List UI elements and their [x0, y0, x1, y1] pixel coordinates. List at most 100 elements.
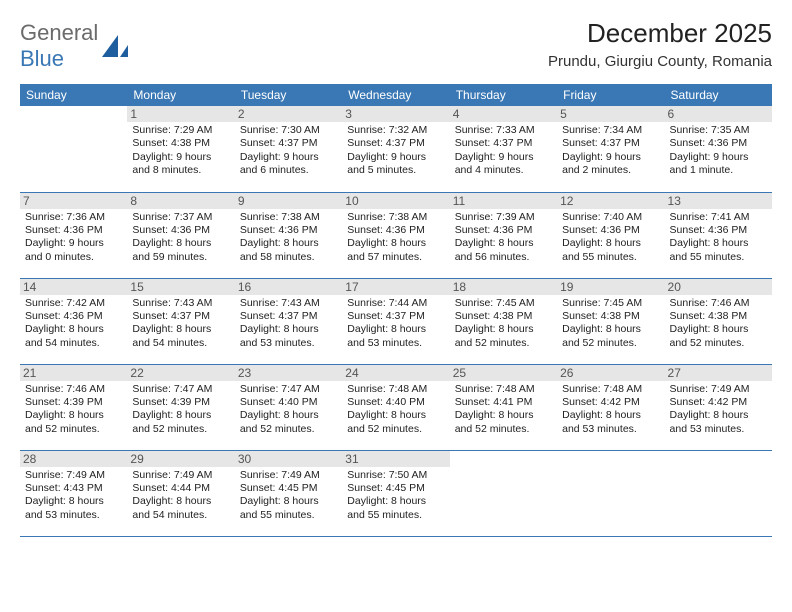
calendar-week-row: 1 Sunrise: 7:29 AM Sunset: 4:38 PM Daylig… [20, 106, 772, 192]
day-info: Sunrise: 7:42 AM Sunset: 4:36 PM Dayligh… [25, 297, 122, 351]
day-info: Sunrise: 7:38 AM Sunset: 4:36 PM Dayligh… [347, 211, 444, 265]
calendar-day-cell: 25 Sunrise: 7:48 AM Sunset: 4:41 PM Dayli… [450, 364, 557, 450]
day-info: Sunrise: 7:39 AM Sunset: 4:36 PM Dayligh… [455, 211, 552, 265]
day-number: 9 [235, 193, 342, 209]
calendar-day-cell: 31 Sunrise: 7:50 AM Sunset: 4:45 PM Dayli… [342, 450, 449, 536]
calendar-day-cell: 3Sunrise: 7:32 AM Sunset: 4:37 PM Daylig… [342, 106, 449, 192]
calendar-day-cell: 21 Sunrise: 7:46 AM Sunset: 4:39 PM Dayli… [20, 364, 127, 450]
calendar-day-cell: 7 Sunrise: 7:36 AM Sunset: 4:36 PM Daylig… [20, 192, 127, 278]
day-number: 5 [557, 106, 664, 122]
calendar-empty-cell [20, 106, 127, 192]
day-info: Sunrise: 7:48 AM Sunset: 4:41 PM Dayligh… [455, 383, 552, 437]
calendar-day-cell: 10 Sunrise: 7:38 AM Sunset: 4:36 PM Dayli… [342, 192, 449, 278]
calendar-week-row: 14Sunrise: 7:42 AM Sunset: 4:36 PM Dayli… [20, 278, 772, 364]
calendar-day-cell: 14Sunrise: 7:42 AM Sunset: 4:36 PM Dayli… [20, 278, 127, 364]
calendar-day-cell: 24 Sunrise: 7:48 AM Sunset: 4:40 PM Dayli… [342, 364, 449, 450]
day-info: Sunrise: 7:46 AM Sunset: 4:39 PM Dayligh… [25, 383, 122, 437]
calendar-day-cell: 13 Sunrise: 7:41 AM Sunset: 4:36 PM Dayli… [665, 192, 772, 278]
day-info: Sunrise: 7:46 AM Sunset: 4:38 PM Dayligh… [670, 297, 767, 351]
calendar-day-cell: 5 Sunrise: 7:34 AM Sunset: 4:37 PM Daylig… [557, 106, 664, 192]
day-number: 7 [20, 193, 127, 209]
calendar-day-cell: 27 Sunrise: 7:49 AM Sunset: 4:42 PM Dayli… [665, 364, 772, 450]
day-info: Sunrise: 7:49 AM Sunset: 4:42 PM Dayligh… [670, 383, 767, 437]
calendar-day-cell: 12 Sunrise: 7:40 AM Sunset: 4:36 PM Dayli… [557, 192, 664, 278]
day-number: 17 [342, 279, 449, 295]
weekday-header: Sunday [20, 84, 127, 106]
day-number: 13 [665, 193, 772, 209]
weekday-header: Tuesday [235, 84, 342, 106]
day-number: 20 [665, 279, 772, 295]
calendar-day-cell: 1 Sunrise: 7:29 AM Sunset: 4:38 PM Daylig… [127, 106, 234, 192]
day-info: Sunrise: 7:49 AM Sunset: 4:43 PM Dayligh… [25, 469, 122, 523]
day-number: 12 [557, 193, 664, 209]
day-number: 24 [342, 365, 449, 381]
calendar-day-cell: 4Sunrise: 7:33 AM Sunset: 4:37 PM Daylig… [450, 106, 557, 192]
day-number: 1 [127, 106, 234, 122]
logo-sail-icon [102, 31, 128, 61]
day-info: Sunrise: 7:36 AM Sunset: 4:36 PM Dayligh… [25, 211, 122, 265]
day-number: 18 [450, 279, 557, 295]
calendar-body: 1 Sunrise: 7:29 AM Sunset: 4:38 PM Daylig… [20, 106, 772, 536]
day-number: 30 [235, 451, 342, 467]
day-number: 22 [127, 365, 234, 381]
calendar-day-cell: 19 Sunrise: 7:45 AM Sunset: 4:38 PM Dayli… [557, 278, 664, 364]
logo-text-part2: Blue [20, 46, 64, 71]
day-number: 21 [20, 365, 127, 381]
day-info: Sunrise: 7:34 AM Sunset: 4:37 PM Dayligh… [562, 124, 659, 178]
calendar-day-cell: 11Sunrise: 7:39 AM Sunset: 4:36 PM Dayli… [450, 192, 557, 278]
day-info: Sunrise: 7:29 AM Sunset: 4:38 PM Dayligh… [132, 124, 229, 178]
day-info: Sunrise: 7:41 AM Sunset: 4:36 PM Dayligh… [670, 211, 767, 265]
logo: General Blue [20, 20, 128, 72]
calendar-header-row: SundayMondayTuesdayWednesdayThursdayFrid… [20, 84, 772, 106]
calendar-day-cell: 16Sunrise: 7:43 AM Sunset: 4:37 PM Dayli… [235, 278, 342, 364]
day-info: Sunrise: 7:35 AM Sunset: 4:36 PM Dayligh… [670, 124, 767, 178]
calendar-empty-cell [450, 450, 557, 536]
calendar-page: General Blue December 2025 Prundu, Giurg… [0, 0, 792, 547]
calendar-day-cell: 15 Sunrise: 7:43 AM Sunset: 4:37 PM Dayli… [127, 278, 234, 364]
calendar-day-cell: 26Sunrise: 7:48 AM Sunset: 4:42 PM Dayli… [557, 364, 664, 450]
day-info: Sunrise: 7:47 AM Sunset: 4:40 PM Dayligh… [240, 383, 337, 437]
calendar-table: SundayMondayTuesdayWednesdayThursdayFrid… [20, 84, 772, 537]
weekday-header: Friday [557, 84, 664, 106]
day-number: 10 [342, 193, 449, 209]
day-number: 4 [450, 106, 557, 122]
day-number: 27 [665, 365, 772, 381]
calendar-day-cell: 23 Sunrise: 7:47 AM Sunset: 4:40 PM Dayli… [235, 364, 342, 450]
day-info: Sunrise: 7:50 AM Sunset: 4:45 PM Dayligh… [347, 469, 444, 523]
calendar-day-cell: 22Sunrise: 7:47 AM Sunset: 4:39 PM Dayli… [127, 364, 234, 450]
calendar-day-cell: 9Sunrise: 7:38 AM Sunset: 4:36 PM Daylig… [235, 192, 342, 278]
day-info: Sunrise: 7:43 AM Sunset: 4:37 PM Dayligh… [132, 297, 229, 351]
calendar-week-row: 7 Sunrise: 7:36 AM Sunset: 4:36 PM Daylig… [20, 192, 772, 278]
weekday-header: Monday [127, 84, 234, 106]
day-number: 25 [450, 365, 557, 381]
day-number: 15 [127, 279, 234, 295]
day-number: 3 [342, 106, 449, 122]
day-number: 23 [235, 365, 342, 381]
day-info: Sunrise: 7:49 AM Sunset: 4:45 PM Dayligh… [240, 469, 337, 523]
weekday-header: Thursday [450, 84, 557, 106]
calendar-empty-cell [557, 450, 664, 536]
calendar-day-cell: 20 Sunrise: 7:46 AM Sunset: 4:38 PM Dayli… [665, 278, 772, 364]
day-info: Sunrise: 7:37 AM Sunset: 4:36 PM Dayligh… [132, 211, 229, 265]
header: General Blue December 2025 Prundu, Giurg… [20, 18, 772, 72]
day-number: 28 [20, 451, 127, 467]
day-info: Sunrise: 7:48 AM Sunset: 4:40 PM Dayligh… [347, 383, 444, 437]
calendar-day-cell: 6 Sunrise: 7:35 AM Sunset: 4:36 PM Daylig… [665, 106, 772, 192]
day-info: Sunrise: 7:45 AM Sunset: 4:38 PM Dayligh… [562, 297, 659, 351]
logo-text: General Blue [20, 20, 98, 72]
day-info: Sunrise: 7:40 AM Sunset: 4:36 PM Dayligh… [562, 211, 659, 265]
day-info: Sunrise: 7:30 AM Sunset: 4:37 PM Dayligh… [240, 124, 337, 178]
calendar-day-cell: 17Sunrise: 7:44 AM Sunset: 4:37 PM Dayli… [342, 278, 449, 364]
day-number: 8 [127, 193, 234, 209]
day-number: 19 [557, 279, 664, 295]
day-number: 31 [342, 451, 449, 467]
logo-text-part1: General [20, 20, 98, 45]
location: Prundu, Giurgiu County, Romania [548, 53, 772, 70]
day-number: 6 [665, 106, 772, 122]
calendar-day-cell: 28 Sunrise: 7:49 AM Sunset: 4:43 PM Dayli… [20, 450, 127, 536]
weekday-header: Saturday [665, 84, 772, 106]
calendar-week-row: 21 Sunrise: 7:46 AM Sunset: 4:39 PM Dayli… [20, 364, 772, 450]
title-block: December 2025 Prundu, Giurgiu County, Ro… [548, 18, 772, 70]
calendar-day-cell: 18Sunrise: 7:45 AM Sunset: 4:38 PM Dayli… [450, 278, 557, 364]
calendar-day-cell: 29Sunrise: 7:49 AM Sunset: 4:44 PM Dayli… [127, 450, 234, 536]
